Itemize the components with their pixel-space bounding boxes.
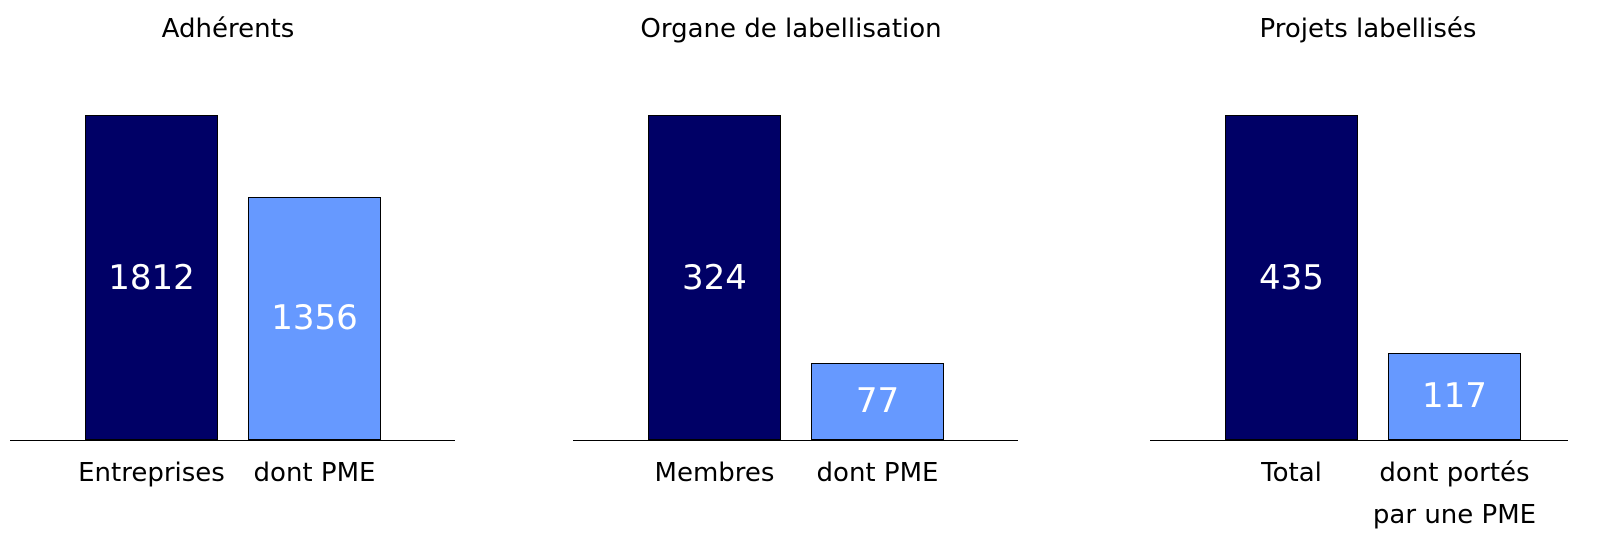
bar bbox=[811, 362, 944, 440]
bar bbox=[648, 115, 781, 440]
chart-title: Adhérents bbox=[161, 14, 295, 44]
baseline bbox=[1150, 440, 1568, 441]
value-label: 117 bbox=[1422, 376, 1487, 417]
value-label: 435 bbox=[1259, 257, 1324, 298]
value-label: 324 bbox=[682, 257, 747, 298]
bar bbox=[85, 115, 218, 440]
baseline bbox=[10, 440, 455, 441]
category-label: Entreprises bbox=[78, 458, 225, 488]
chart-title: Projets labellisés bbox=[1259, 14, 1477, 44]
category-label: dont PME bbox=[816, 458, 939, 488]
value-label: 1812 bbox=[108, 257, 195, 298]
baseline bbox=[573, 440, 1018, 441]
value-label: 1356 bbox=[271, 298, 358, 339]
category-label: Membres bbox=[654, 458, 775, 488]
category-label: dont portés par une PME bbox=[1372, 458, 1537, 530]
chart-title: Organe de labellisation bbox=[640, 14, 942, 44]
bar bbox=[1388, 352, 1521, 440]
category-label: Total bbox=[1261, 458, 1322, 488]
bar bbox=[1225, 115, 1358, 440]
value-label: 77 bbox=[855, 381, 900, 422]
bar bbox=[248, 196, 381, 440]
category-label: dont PME bbox=[253, 458, 376, 488]
